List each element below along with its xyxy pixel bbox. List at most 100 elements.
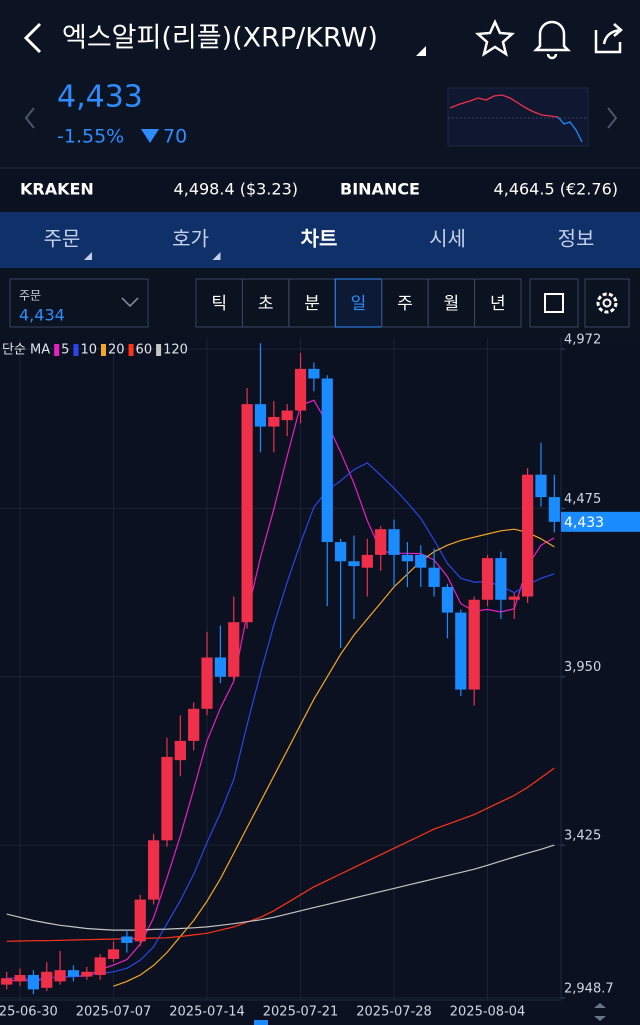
legend-label: 5 <box>61 343 69 358</box>
candle-body <box>415 554 427 568</box>
candle-body <box>548 497 560 522</box>
y-tick-label: 4,475 <box>564 492 601 507</box>
legend-swatch <box>128 344 134 356</box>
order-chevron <box>121 297 139 308</box>
layout-icon <box>544 293 564 313</box>
candle-body <box>321 378 333 543</box>
favorite-icon[interactable] <box>474 18 516 57</box>
period-label: 분 <box>304 294 320 314</box>
alarm-icon[interactable] <box>532 20 572 60</box>
x-tick-label: 2025-07-07 <box>76 1005 152 1020</box>
period-label: 년 <box>490 294 506 314</box>
legend-swatch <box>54 344 60 356</box>
tab[interactable]: 정보 <box>558 227 595 251</box>
legend-swatch <box>73 344 79 356</box>
candle-body <box>281 410 293 421</box>
period-label: 월 <box>444 294 460 314</box>
candle-body <box>508 596 520 600</box>
exchange-name: KRAKEN <box>20 180 94 199</box>
current-price: 4,433 <box>57 80 143 115</box>
candle-body <box>174 740 186 761</box>
share-icon[interactable] <box>594 23 623 54</box>
period-button[interactable] <box>474 278 522 328</box>
order-select[interactable] <box>9 278 149 328</box>
axis-scroll-icon[interactable] <box>594 1003 606 1021</box>
prev-button[interactable] <box>24 107 35 129</box>
ma-line <box>6 844 555 931</box>
period-label: 일 <box>351 294 367 314</box>
candle-body <box>441 586 454 613</box>
candle-body <box>228 622 240 677</box>
tab[interactable]: 차트 <box>301 227 338 251</box>
layout-button[interactable] <box>529 278 579 328</box>
candle-body <box>361 554 373 568</box>
exchange-price: 4,464.5 (€2.76) <box>494 180 618 199</box>
chart-bg <box>0 338 640 1025</box>
candle-body <box>294 368 307 411</box>
tab-bar <box>0 212 640 268</box>
candle-body <box>1 978 13 985</box>
candle-body <box>81 971 93 977</box>
ma-legend-title: 단순 MA <box>2 343 50 358</box>
y-tick-label: 4,972 <box>564 332 601 347</box>
candle-body <box>121 936 133 943</box>
sparkline-box <box>447 87 589 147</box>
candle-body <box>161 756 173 841</box>
candle-body <box>214 657 227 677</box>
legend-swatch <box>156 344 162 356</box>
sparkline-up <box>449 94 559 118</box>
period-label: 초 <box>258 294 274 314</box>
tab[interactable]: 호가 <box>172 227 209 251</box>
last-price-box <box>561 511 640 532</box>
candle-body <box>67 970 80 977</box>
x-tick-label: 2025-07-21 <box>263 1005 339 1020</box>
down-triangle <box>141 129 159 143</box>
candle-body <box>241 404 253 623</box>
tab-dropdown <box>212 252 221 260</box>
x-tick-label: 2025-08-04 <box>450 1005 526 1020</box>
candle-body <box>54 970 66 982</box>
next-button[interactable] <box>607 107 618 129</box>
candle-body <box>201 657 213 709</box>
candle-body <box>481 558 494 600</box>
settings-gear <box>596 292 618 314</box>
y-tick-label: 3,950 <box>564 660 601 675</box>
control-bar <box>0 268 640 338</box>
exchange-price: 4,498.4 ($3.23) <box>174 180 298 199</box>
legend-label: 60 <box>136 343 153 358</box>
change-amount: 70 <box>163 126 187 148</box>
candle-body <box>134 899 146 942</box>
candle-body <box>401 554 414 562</box>
candle-body <box>27 974 40 990</box>
candle-body <box>41 971 53 988</box>
legend-label: 20 <box>108 343 125 358</box>
y-tick-label: 2,948.7 <box>564 981 614 996</box>
tab[interactable]: 시세 <box>429 227 466 251</box>
x-tick-label: 2025-07-14 <box>169 1005 245 1020</box>
candle-body <box>94 957 106 975</box>
candle-body <box>334 542 347 562</box>
candle-body <box>468 599 480 690</box>
sparkline-down <box>557 116 583 143</box>
candle-body <box>428 567 440 587</box>
candle-body <box>348 561 360 567</box>
last-price-label: 4,433 <box>564 515 604 531</box>
candle-body <box>107 949 120 959</box>
settings-button[interactable] <box>584 278 630 328</box>
x-tick-label: 2025-06-30 <box>0 1005 58 1020</box>
market-title[interactable]: 엑스알피(리플)(XRP/KRW) <box>62 23 378 54</box>
x-tick-label: 2025-07-28 <box>356 1005 432 1020</box>
tab[interactable]: 주문 <box>44 227 81 251</box>
legend-label: 120 <box>163 343 188 358</box>
title-dropdown[interactable] <box>416 46 426 56</box>
change-percent: -1.55% <box>57 126 124 148</box>
candle-body <box>188 708 200 741</box>
candle-body <box>268 416 280 427</box>
candle-body <box>308 368 320 379</box>
back-button[interactable] <box>23 22 42 54</box>
scroll-indicator <box>254 1020 268 1025</box>
settings-hub <box>602 298 612 308</box>
legend-label: 10 <box>80 343 97 358</box>
